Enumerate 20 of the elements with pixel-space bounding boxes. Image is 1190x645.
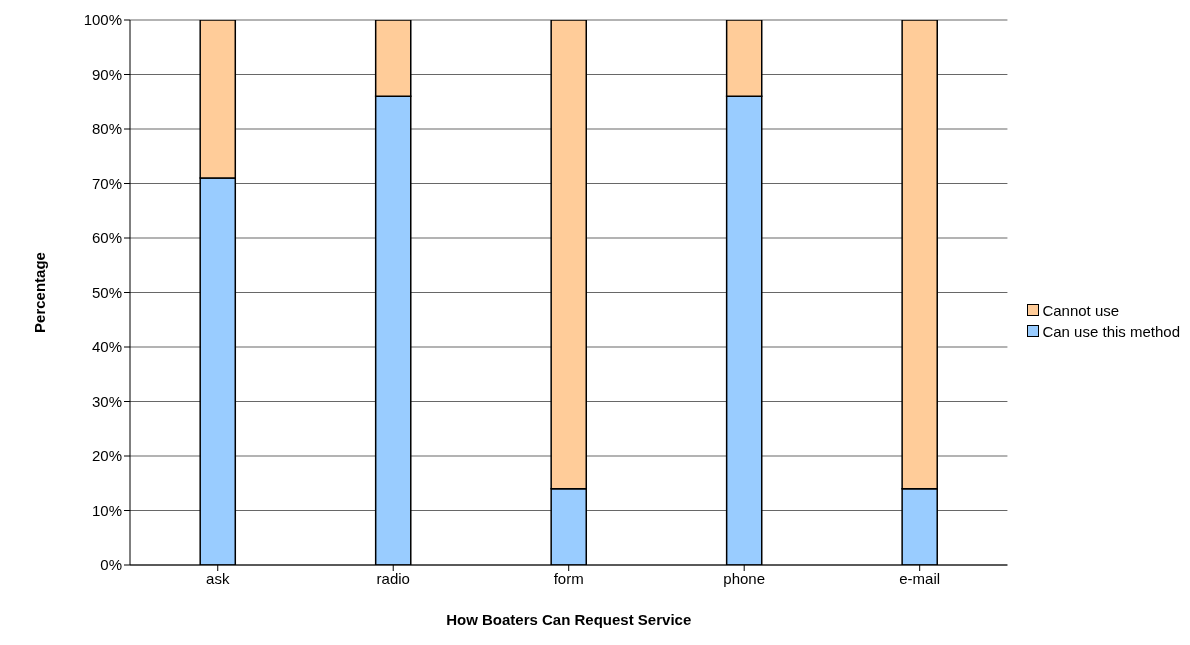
x-tick-label: ask — [206, 569, 230, 587]
x-tick-label: radio — [376, 569, 410, 587]
legend-label: Cannot use — [1042, 301, 1120, 319]
y-tick-label: 20% — [91, 447, 122, 465]
y-tick-label: 40% — [91, 338, 122, 356]
y-tick-label: 60% — [91, 229, 122, 247]
x-tick-label: e-mail — [899, 569, 941, 587]
x-tick-label: form — [553, 569, 584, 587]
x-tick-label: phone — [723, 569, 766, 587]
y-tick-label: 70% — [91, 174, 122, 192]
y-axis-title: Percentage — [31, 252, 49, 333]
legend-label: Can use this method — [1042, 322, 1180, 340]
y-tick-label: 80% — [91, 120, 122, 138]
y-tick-label: 50% — [91, 283, 122, 301]
y-tick-label: 100% — [83, 11, 122, 29]
x-axis-title: How Boaters Can Request Service — [446, 611, 692, 628]
y-tick-label: 10% — [91, 501, 122, 519]
y-tick-label: 90% — [91, 65, 122, 83]
y-tick-label: 30% — [91, 392, 122, 410]
y-tick-label: 0% — [100, 556, 122, 574]
